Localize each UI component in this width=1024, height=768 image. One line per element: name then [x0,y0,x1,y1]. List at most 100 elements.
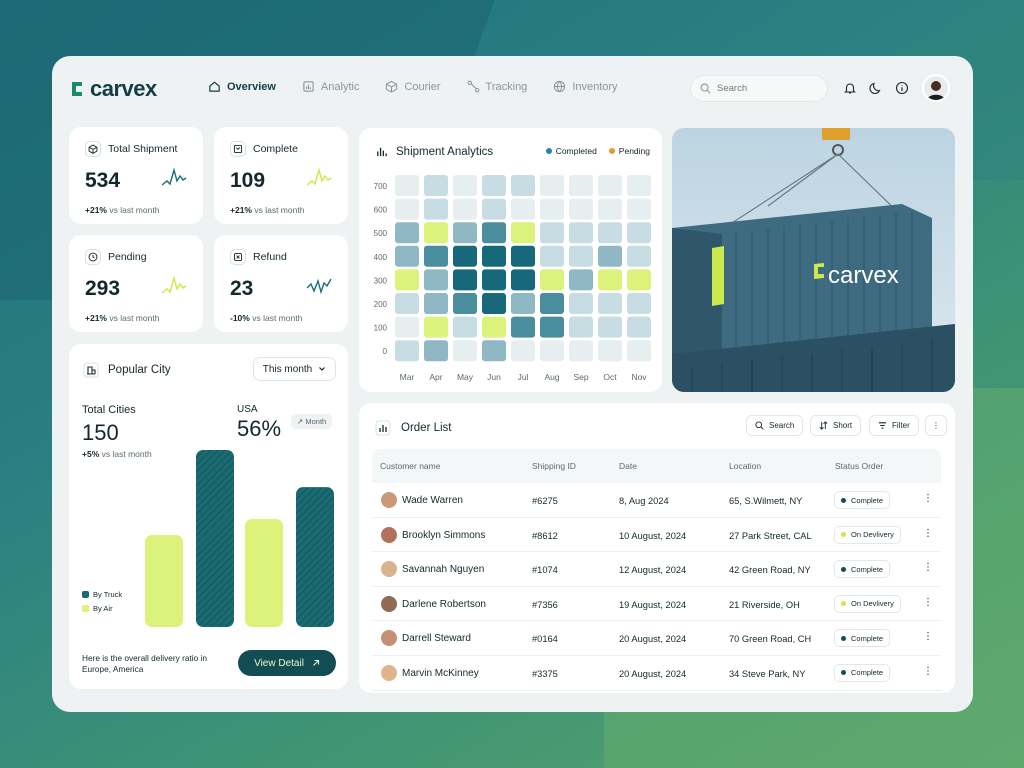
heatmap-cell[interactable] [598,340,622,362]
heatmap-cell[interactable] [569,222,593,244]
heatmap-cell[interactable] [540,198,564,220]
heatmap-cell[interactable] [482,222,506,244]
column-header[interactable]: Customer name [380,461,441,471]
heatmap-cell[interactable] [511,222,535,244]
bar-truck[interactable] [296,487,334,627]
row-more-icon[interactable]: ⋮ [923,596,933,608]
heatmap-cell[interactable] [598,198,622,220]
heatmap-cell[interactable] [453,198,477,220]
heatmap-cell[interactable] [424,198,448,220]
heatmap-cell[interactable] [540,340,564,362]
info-icon[interactable] [895,81,909,95]
heatmap-cell[interactable] [598,222,622,244]
bell-icon[interactable] [843,81,857,95]
column-header[interactable]: Location [729,461,762,471]
table-row[interactable]: Darrell Steward #0164 20 August, 2024 70 Gr… [372,621,941,656]
heatmap-cell[interactable] [627,198,651,220]
table-row[interactable]: Savannah Nguyen #1074 12 August, 2024 42 Gr… [372,552,941,587]
heatmap-cell[interactable] [424,175,448,196]
heatmap-cell[interactable] [627,340,651,362]
row-more-icon[interactable]: ⋮ [923,631,933,643]
heatmap-cell[interactable] [511,175,535,196]
heatmap-cell[interactable] [569,269,593,291]
heatmap-cell[interactable] [453,245,477,267]
heatmap-cell[interactable] [627,175,651,196]
heatmap-cell[interactable] [453,222,477,244]
heatmap-cell[interactable] [569,245,593,267]
heatmap-cell[interactable] [424,245,448,267]
heatmap-cell[interactable] [511,293,535,314]
heatmap-cell[interactable] [482,293,506,314]
heatmap-cell[interactable] [482,340,506,362]
heatmap-cell[interactable] [569,316,593,338]
tab-inventory[interactable]: Inventory [553,80,618,93]
user-avatar[interactable] [922,74,950,102]
heatmap-cell[interactable] [482,245,506,267]
row-more-icon[interactable]: ⋮ [923,665,933,677]
heatmap-cell[interactable] [627,222,651,244]
column-header[interactable]: Date [619,461,637,471]
period-dropdown[interactable]: This month [253,357,336,381]
heatmap-cell[interactable] [482,198,506,220]
heatmap-cell[interactable] [424,293,448,314]
bar-air[interactable] [245,519,283,627]
sort-button[interactable]: Short [810,415,862,436]
bar-air[interactable] [145,534,183,627]
heatmap-cell[interactable] [453,175,477,196]
view-detail-button[interactable]: View Detail [238,650,336,676]
tab-analytic[interactable]: Analytic [302,80,359,93]
heatmap-cell[interactable] [453,316,477,338]
heatmap-cell[interactable] [453,293,477,314]
heatmap-cell[interactable] [424,269,448,291]
heatmap-cell[interactable] [598,316,622,338]
heatmap-cell[interactable] [627,269,651,291]
heatmap-cell[interactable] [395,175,419,196]
heatmap-cell[interactable] [424,340,448,362]
table-row[interactable]: Darlene Robertson #7356 19 August, 2024 21 … [372,587,941,622]
heatmap-cell[interactable] [540,293,564,314]
heatmap-cell[interactable] [511,198,535,220]
filter-button[interactable]: Filter [869,415,919,436]
heatmap-cell[interactable] [511,316,535,338]
heatmap-cell[interactable] [482,269,506,291]
search-input[interactable] [717,83,817,94]
heatmap-cell[interactable] [569,175,593,196]
heatmap-cell[interactable] [395,198,419,220]
logo[interactable]: carvex [68,76,157,102]
row-more-icon[interactable]: ⋮ [923,562,933,574]
heatmap-cell[interactable] [395,222,419,244]
heatmap-cell[interactable] [569,198,593,220]
heatmap-cell[interactable] [540,316,564,338]
column-header[interactable]: Status Order [835,461,884,471]
heatmap-cell[interactable] [395,245,419,267]
row-more-icon[interactable]: ⋮ [923,527,933,539]
heatmap-cell[interactable] [511,340,535,362]
heatmap-cell[interactable] [424,316,448,338]
heatmap-cell[interactable] [598,175,622,196]
heatmap-cell[interactable] [569,293,593,314]
heatmap-cell[interactable] [395,269,419,291]
heatmap-cell[interactable] [627,245,651,267]
table-row[interactable]: Marvin McKinney #3375 20 August, 2024 34 St… [372,656,941,691]
heatmap-cell[interactable] [540,269,564,291]
heatmap-cell[interactable] [598,269,622,291]
heatmap-cell[interactable] [395,316,419,338]
order-search-button[interactable]: Search [746,415,804,436]
heatmap-cell[interactable] [453,269,477,291]
moon-icon[interactable] [869,81,883,95]
tab-courier[interactable]: Courier [385,80,441,93]
heatmap-cell[interactable] [424,222,448,244]
heatmap-cell[interactable] [627,293,651,314]
heatmap-cell[interactable] [395,340,419,362]
heatmap-cell[interactable] [598,245,622,267]
bar-truck[interactable] [196,450,234,627]
tab-overview[interactable]: Overview [208,80,276,93]
heatmap-cell[interactable] [453,340,477,362]
heatmap-cell[interactable] [540,245,564,267]
heatmap-cell[interactable] [511,269,535,291]
more-options-button[interactable]: ⋮ [925,415,947,436]
table-row[interactable]: Brooklyn Simmons #8612 10 August, 2024 27 P… [372,518,941,553]
tab-tracking[interactable]: Tracking [467,80,527,93]
heatmap-cell[interactable] [540,175,564,196]
heatmap-cell[interactable] [482,175,506,196]
